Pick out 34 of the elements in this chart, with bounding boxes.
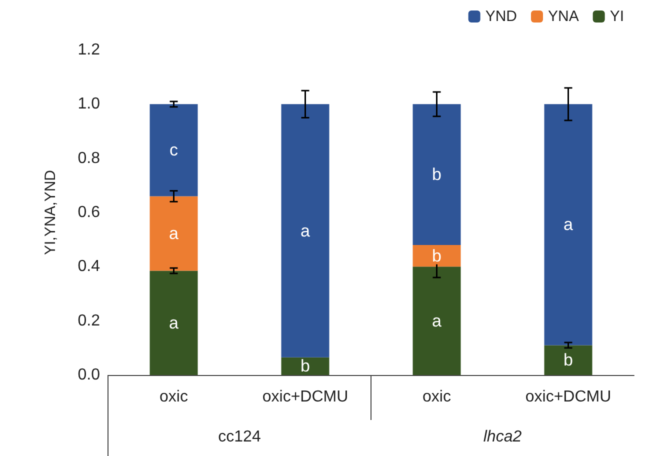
bar <box>150 104 198 196</box>
y-tick-label: 1.2 <box>78 42 100 58</box>
data-label: a <box>169 224 180 243</box>
bar <box>412 104 461 245</box>
y-tick-label: 1.0 <box>78 96 100 113</box>
bar <box>150 270 198 375</box>
data-label: a <box>300 221 311 240</box>
bar <box>412 266 461 375</box>
legend-label: YI <box>610 8 624 25</box>
x-tick-label: oxic+DCMU <box>525 388 612 406</box>
data-label: a <box>432 311 442 330</box>
y-tick-label: 0.8 <box>78 150 100 167</box>
x-tick-label: oxic+DCMU <box>262 388 348 406</box>
legend-label: YNA <box>548 8 579 25</box>
data-label: a <box>564 215 574 234</box>
data-label: a <box>169 313 180 332</box>
y-tick-label: 0.2 <box>78 312 100 330</box>
text: lhca2 <box>483 428 522 446</box>
bar <box>150 196 198 271</box>
data-label: b <box>432 246 442 266</box>
y-tick-label: 0.0 <box>78 366 100 384</box>
x-tick-label: oxic <box>422 388 451 406</box>
text: cc124 <box>218 428 261 446</box>
data-label: b <box>300 356 310 376</box>
y-tick-label: 0.4 <box>78 258 100 276</box>
y-tick-label: 0.6 <box>78 204 100 221</box>
legend-label: YND <box>485 8 518 25</box>
data-label: c <box>170 140 178 160</box>
y-axis-title: YI,YNA,YND <box>42 170 59 256</box>
data-label: b <box>564 350 573 370</box>
bar <box>281 104 330 358</box>
bar <box>544 104 592 346</box>
x-tick-label: oxic <box>160 388 188 406</box>
data-label: b <box>432 165 442 184</box>
